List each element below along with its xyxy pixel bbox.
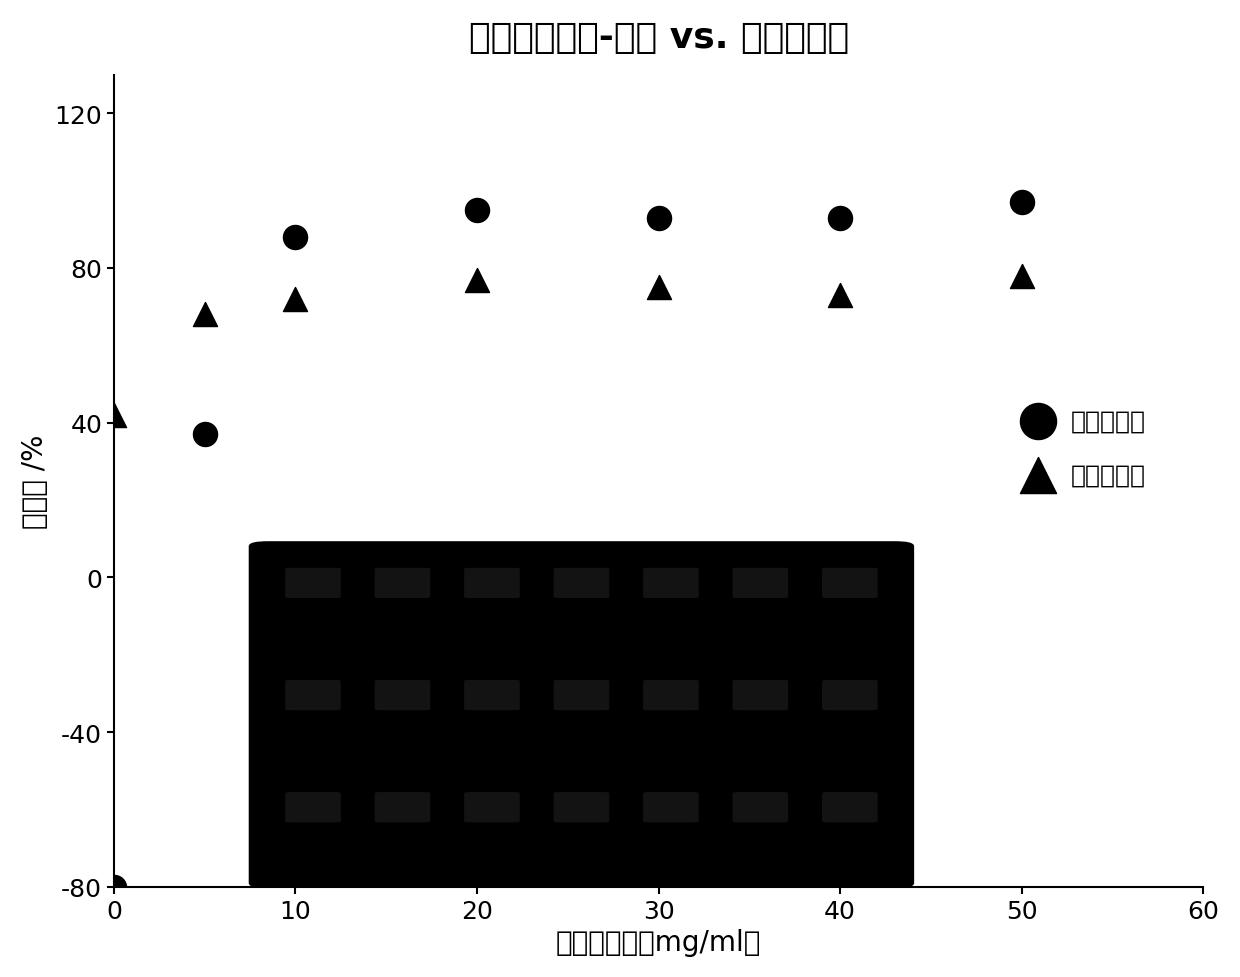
绿茶回收率 [195, 427, 215, 443]
FancyBboxPatch shape [250, 543, 913, 887]
FancyBboxPatch shape [619, 660, 723, 770]
FancyBboxPatch shape [374, 680, 430, 710]
FancyBboxPatch shape [260, 548, 365, 658]
FancyBboxPatch shape [351, 548, 455, 658]
X-axis label: 吸附剂用量（mg/ml）: 吸附剂用量（mg/ml） [556, 928, 761, 956]
FancyBboxPatch shape [733, 792, 789, 823]
FancyBboxPatch shape [797, 548, 901, 658]
FancyBboxPatch shape [351, 773, 455, 881]
FancyBboxPatch shape [822, 680, 878, 710]
红茶回收率 [831, 288, 851, 304]
FancyBboxPatch shape [464, 680, 520, 710]
红茶回收率 [1012, 269, 1032, 284]
绿茶回收率 [1012, 195, 1032, 211]
红茶回收率 [649, 280, 668, 296]
FancyBboxPatch shape [822, 792, 878, 823]
FancyBboxPatch shape [619, 773, 723, 881]
FancyBboxPatch shape [708, 548, 812, 658]
Legend: 绿茶回收率, 红茶回收率: 绿茶回收率, 红茶回收率 [1001, 397, 1158, 499]
FancyBboxPatch shape [464, 569, 520, 599]
FancyBboxPatch shape [440, 548, 544, 658]
FancyBboxPatch shape [440, 773, 544, 881]
绿茶回收率 [104, 879, 124, 895]
绿茶回收率 [831, 211, 851, 227]
FancyBboxPatch shape [285, 792, 341, 823]
FancyBboxPatch shape [644, 792, 698, 823]
FancyBboxPatch shape [529, 548, 634, 658]
FancyBboxPatch shape [797, 773, 901, 881]
红茶回收率 [467, 273, 487, 288]
绿茶回收率 [649, 211, 668, 227]
FancyBboxPatch shape [285, 569, 341, 599]
红茶回收率 [195, 307, 215, 322]
FancyBboxPatch shape [374, 569, 430, 599]
FancyBboxPatch shape [733, 680, 789, 710]
FancyBboxPatch shape [440, 660, 544, 770]
红茶回收率 [285, 292, 305, 308]
FancyBboxPatch shape [260, 773, 365, 881]
FancyBboxPatch shape [553, 569, 609, 599]
FancyBboxPatch shape [529, 773, 634, 881]
FancyBboxPatch shape [733, 569, 789, 599]
FancyBboxPatch shape [619, 548, 723, 658]
FancyBboxPatch shape [260, 660, 365, 770]
FancyBboxPatch shape [553, 680, 609, 710]
FancyBboxPatch shape [708, 660, 812, 770]
FancyBboxPatch shape [351, 660, 455, 770]
FancyBboxPatch shape [822, 569, 878, 599]
FancyBboxPatch shape [374, 792, 430, 823]
FancyBboxPatch shape [644, 680, 698, 710]
FancyBboxPatch shape [464, 792, 520, 823]
Title: 实样蔗糖加入-回收 vs. 吸附剂用量: 实样蔗糖加入-回收 vs. 吸附剂用量 [469, 21, 848, 55]
绿茶回收率 [285, 230, 305, 245]
Y-axis label: 回收率 /%: 回收率 /% [21, 434, 48, 529]
FancyBboxPatch shape [644, 569, 698, 599]
FancyBboxPatch shape [553, 792, 609, 823]
绿茶回收率 [467, 203, 487, 219]
FancyBboxPatch shape [708, 773, 812, 881]
FancyBboxPatch shape [529, 660, 634, 770]
红茶回收率 [104, 407, 124, 423]
FancyBboxPatch shape [285, 680, 341, 710]
FancyBboxPatch shape [797, 660, 901, 770]
